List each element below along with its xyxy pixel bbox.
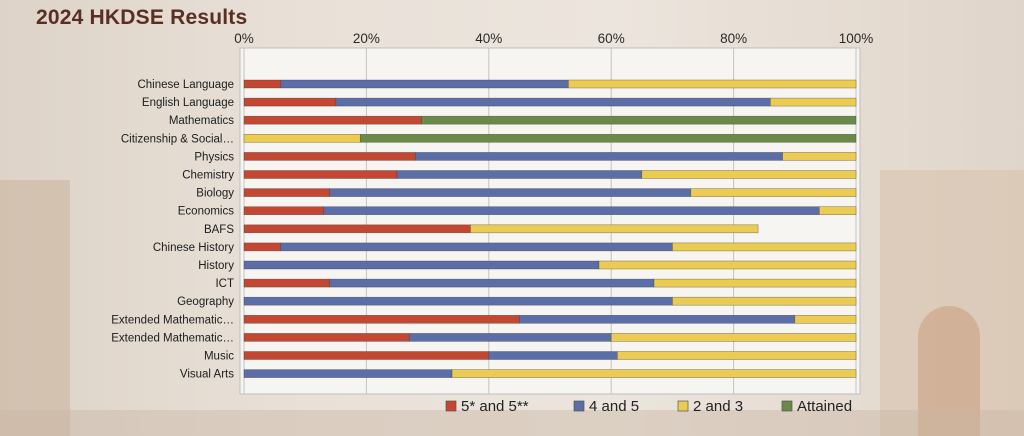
bar-segment	[323, 206, 820, 215]
category-label: Chinese Language	[137, 79, 234, 91]
bar-segment	[782, 152, 857, 161]
bar-segment	[672, 296, 857, 306]
bar-segment	[243, 115, 422, 125]
category-label: History	[198, 260, 234, 272]
bar-segment	[641, 170, 857, 179]
bar-segment	[243, 152, 416, 161]
bar-segment	[243, 188, 330, 197]
category-label: Biology	[196, 188, 234, 200]
legend-swatch	[573, 400, 585, 412]
background-floor	[0, 410, 1024, 436]
bar-segment	[421, 115, 857, 125]
bar-segment	[519, 314, 796, 324]
bar-segment	[794, 314, 857, 324]
bar-segment	[610, 333, 857, 342]
category-label: Extended Mathematic…	[111, 314, 234, 326]
bar-segment	[672, 242, 857, 252]
legend-label: Attained	[797, 398, 852, 415]
bar-segment	[243, 296, 673, 306]
bar-segment	[335, 97, 771, 107]
legend-swatch	[445, 400, 457, 412]
bar-segment	[598, 260, 857, 270]
bar-segment	[243, 79, 282, 89]
bar-segment	[488, 351, 618, 360]
bar-segment	[329, 188, 692, 197]
category-label: Economics	[178, 206, 234, 218]
bar-segment	[470, 224, 759, 234]
bar-segment	[243, 170, 398, 179]
x-tick-label: 0%	[234, 31, 254, 46]
bar-segment	[243, 278, 330, 288]
bar-segment	[770, 97, 857, 107]
legend-swatch	[781, 400, 793, 412]
bar-segment	[243, 242, 282, 252]
category-label: ICT	[215, 278, 234, 290]
bar-segment	[653, 278, 857, 288]
legend-label: 4 and 5	[589, 398, 639, 415]
bar-segment	[568, 79, 857, 89]
bar-segment	[280, 242, 673, 252]
bar-segment	[243, 351, 490, 360]
category-label: Physics	[194, 151, 234, 163]
bar-segment	[415, 152, 783, 161]
bar-segment	[243, 260, 600, 270]
bar-segment	[243, 206, 324, 215]
legend-label: 5* and 5**	[461, 398, 529, 415]
x-tick-label: 60%	[598, 31, 625, 46]
category-label: BAFS	[204, 224, 234, 236]
bar-segment	[396, 170, 643, 179]
category-label: Extended Mathematic…	[111, 332, 234, 344]
category-label: Music	[204, 351, 234, 363]
bar-segment	[690, 188, 857, 197]
background-arch-right	[918, 306, 980, 436]
bar-segment	[359, 134, 857, 143]
x-tick-label: 100%	[839, 31, 874, 46]
category-label: Geography	[177, 296, 234, 308]
bar-segment	[451, 369, 857, 378]
category-label: English Language	[142, 97, 234, 109]
bar-segment	[243, 333, 410, 342]
bar-segment	[243, 134, 361, 143]
page-title: 2024 HKDSE Results	[36, 6, 248, 29]
background-building-left	[0, 180, 70, 436]
bar-segment	[243, 369, 453, 378]
bar-segment	[408, 333, 612, 342]
category-label: Chemistry	[182, 170, 234, 182]
bar-segment	[818, 206, 857, 215]
x-tick-label: 80%	[720, 31, 747, 46]
legend-swatch	[677, 400, 689, 412]
category-label: Chinese History	[153, 242, 234, 254]
bar-segment	[243, 97, 337, 107]
bar-segment	[243, 314, 520, 324]
bar-segment	[280, 79, 569, 89]
category-label: Mathematics	[169, 115, 234, 127]
category-label: Visual Arts	[180, 369, 234, 381]
legend-label: 2 and 3	[693, 398, 743, 415]
bar-segment	[243, 224, 471, 234]
x-tick-label: 20%	[353, 31, 380, 46]
bar-segment	[329, 278, 655, 288]
bar-segment	[617, 351, 857, 360]
category-label: Citizenship & Social…	[121, 133, 234, 145]
x-tick-label: 40%	[475, 31, 502, 46]
